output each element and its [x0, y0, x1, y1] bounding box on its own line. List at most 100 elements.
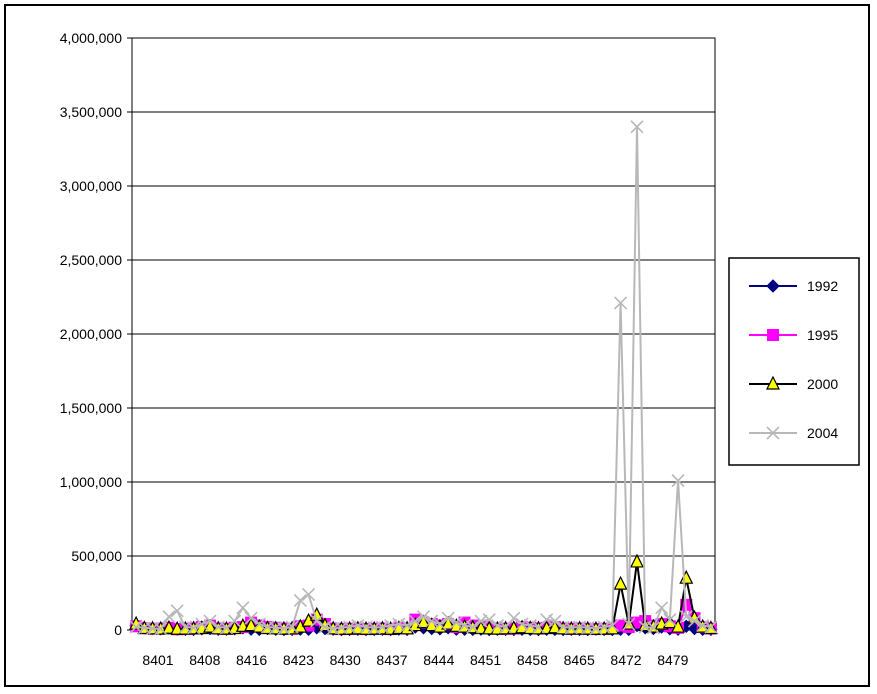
data-point-stroke	[614, 296, 628, 310]
data-point-stroke	[704, 620, 718, 634]
data-point	[277, 621, 291, 636]
legend-item-1995: 1995	[749, 327, 838, 343]
data-point-stroke	[441, 611, 455, 625]
data-point	[663, 613, 677, 627]
data-point	[154, 622, 168, 636]
series-line-2004	[136, 126, 712, 630]
data-point	[425, 614, 439, 628]
data-point	[630, 120, 644, 134]
data-point	[285, 620, 299, 634]
data-point	[228, 614, 242, 628]
data-point	[466, 620, 480, 634]
data-point-stroke	[351, 618, 365, 633]
data-point-stroke	[318, 620, 332, 634]
data-point	[655, 601, 669, 615]
data-point-stroke	[449, 616, 463, 630]
y-tick-label: 3,000,000	[60, 178, 122, 194]
data-point	[161, 619, 176, 634]
legend-box	[728, 257, 860, 466]
data-point	[767, 329, 779, 341]
data-point	[507, 611, 521, 625]
data-point	[696, 618, 710, 633]
data-point-stroke	[474, 614, 488, 628]
data-point	[687, 614, 702, 628]
data-point	[482, 613, 496, 627]
legend-label: 2000	[807, 376, 838, 392]
data-point-stroke	[285, 620, 299, 634]
y-tick-label: 2,500,000	[60, 252, 122, 268]
data-point-stroke	[219, 621, 233, 635]
data-point	[671, 618, 686, 633]
data-point	[310, 614, 324, 628]
x-tick-label: 8416	[236, 652, 267, 668]
data-point-stroke	[655, 601, 669, 615]
data-point	[170, 604, 184, 618]
data-point-stroke	[277, 621, 291, 636]
y-tick-label: 1,000,000	[60, 474, 122, 490]
data-point	[219, 621, 233, 635]
data-point-stroke	[457, 618, 472, 633]
data-point	[679, 569, 694, 584]
y-tick-label: 1,500,000	[60, 400, 122, 416]
data-point	[540, 613, 554, 627]
data-point-stroke	[301, 587, 316, 602]
data-point	[187, 621, 201, 635]
data-point	[384, 618, 398, 633]
series-group	[129, 120, 718, 637]
data-point	[252, 617, 266, 631]
legend-item-1992: 1992	[749, 278, 838, 294]
data-point	[441, 615, 456, 630]
data-point-stroke	[605, 618, 619, 633]
data-point	[490, 618, 504, 633]
x-tick-label: 8458	[517, 652, 548, 668]
data-point	[195, 617, 209, 631]
chart-frame	[4, 4, 870, 687]
data-point	[679, 610, 693, 624]
data-point-stroke	[482, 613, 496, 627]
y-axis: 0 500,000 1,000,000 1,500,000 2,000,000 2,500…	[60, 30, 132, 638]
data-point-stroke	[343, 620, 357, 634]
data-point	[392, 617, 406, 631]
x-tick-label: 8465	[564, 652, 595, 668]
data-point	[351, 618, 365, 633]
data-point-stroke	[622, 617, 636, 631]
data-point	[630, 553, 644, 568]
legend-label: 1992	[807, 278, 838, 294]
data-point-stroke	[687, 614, 702, 628]
data-point	[236, 601, 250, 615]
y-tick-label: 500,000	[71, 548, 122, 564]
data-point-stroke	[252, 617, 266, 631]
x-tick-label: 8444	[423, 652, 454, 668]
data-point-stroke	[663, 613, 677, 627]
x-tick-label: 8479	[657, 652, 688, 668]
series-markers-2004	[129, 120, 718, 636]
legend: 1992 1995 2000 2004	[728, 257, 860, 466]
data-point	[646, 621, 660, 635]
data-point-stroke	[523, 618, 537, 633]
data-point	[408, 614, 422, 628]
data-point-stroke	[589, 621, 603, 636]
data-point-stroke	[236, 601, 250, 615]
data-point-stroke	[400, 618, 414, 633]
data-point	[523, 618, 537, 633]
data-point-stroke	[244, 611, 258, 625]
data-point-stroke	[679, 610, 693, 624]
x-tick-label: 8472	[610, 652, 641, 668]
x-tick-label: 8408	[189, 652, 220, 668]
data-point-stroke	[507, 611, 521, 625]
data-point-stroke	[548, 614, 562, 628]
data-point	[515, 617, 529, 631]
data-point-stroke	[170, 604, 184, 618]
data-point-stroke	[416, 610, 431, 624]
data-point	[433, 617, 447, 631]
data-point	[766, 279, 780, 293]
data-point	[162, 610, 176, 624]
data-point-stroke	[646, 621, 660, 635]
x-tick-label: 8423	[283, 652, 314, 668]
data-point-stroke	[540, 613, 554, 627]
data-point	[605, 618, 619, 633]
data-point	[375, 620, 390, 634]
data-point-stroke	[310, 614, 324, 628]
x-tick-label: 8401	[142, 652, 173, 668]
data-point	[318, 620, 332, 634]
